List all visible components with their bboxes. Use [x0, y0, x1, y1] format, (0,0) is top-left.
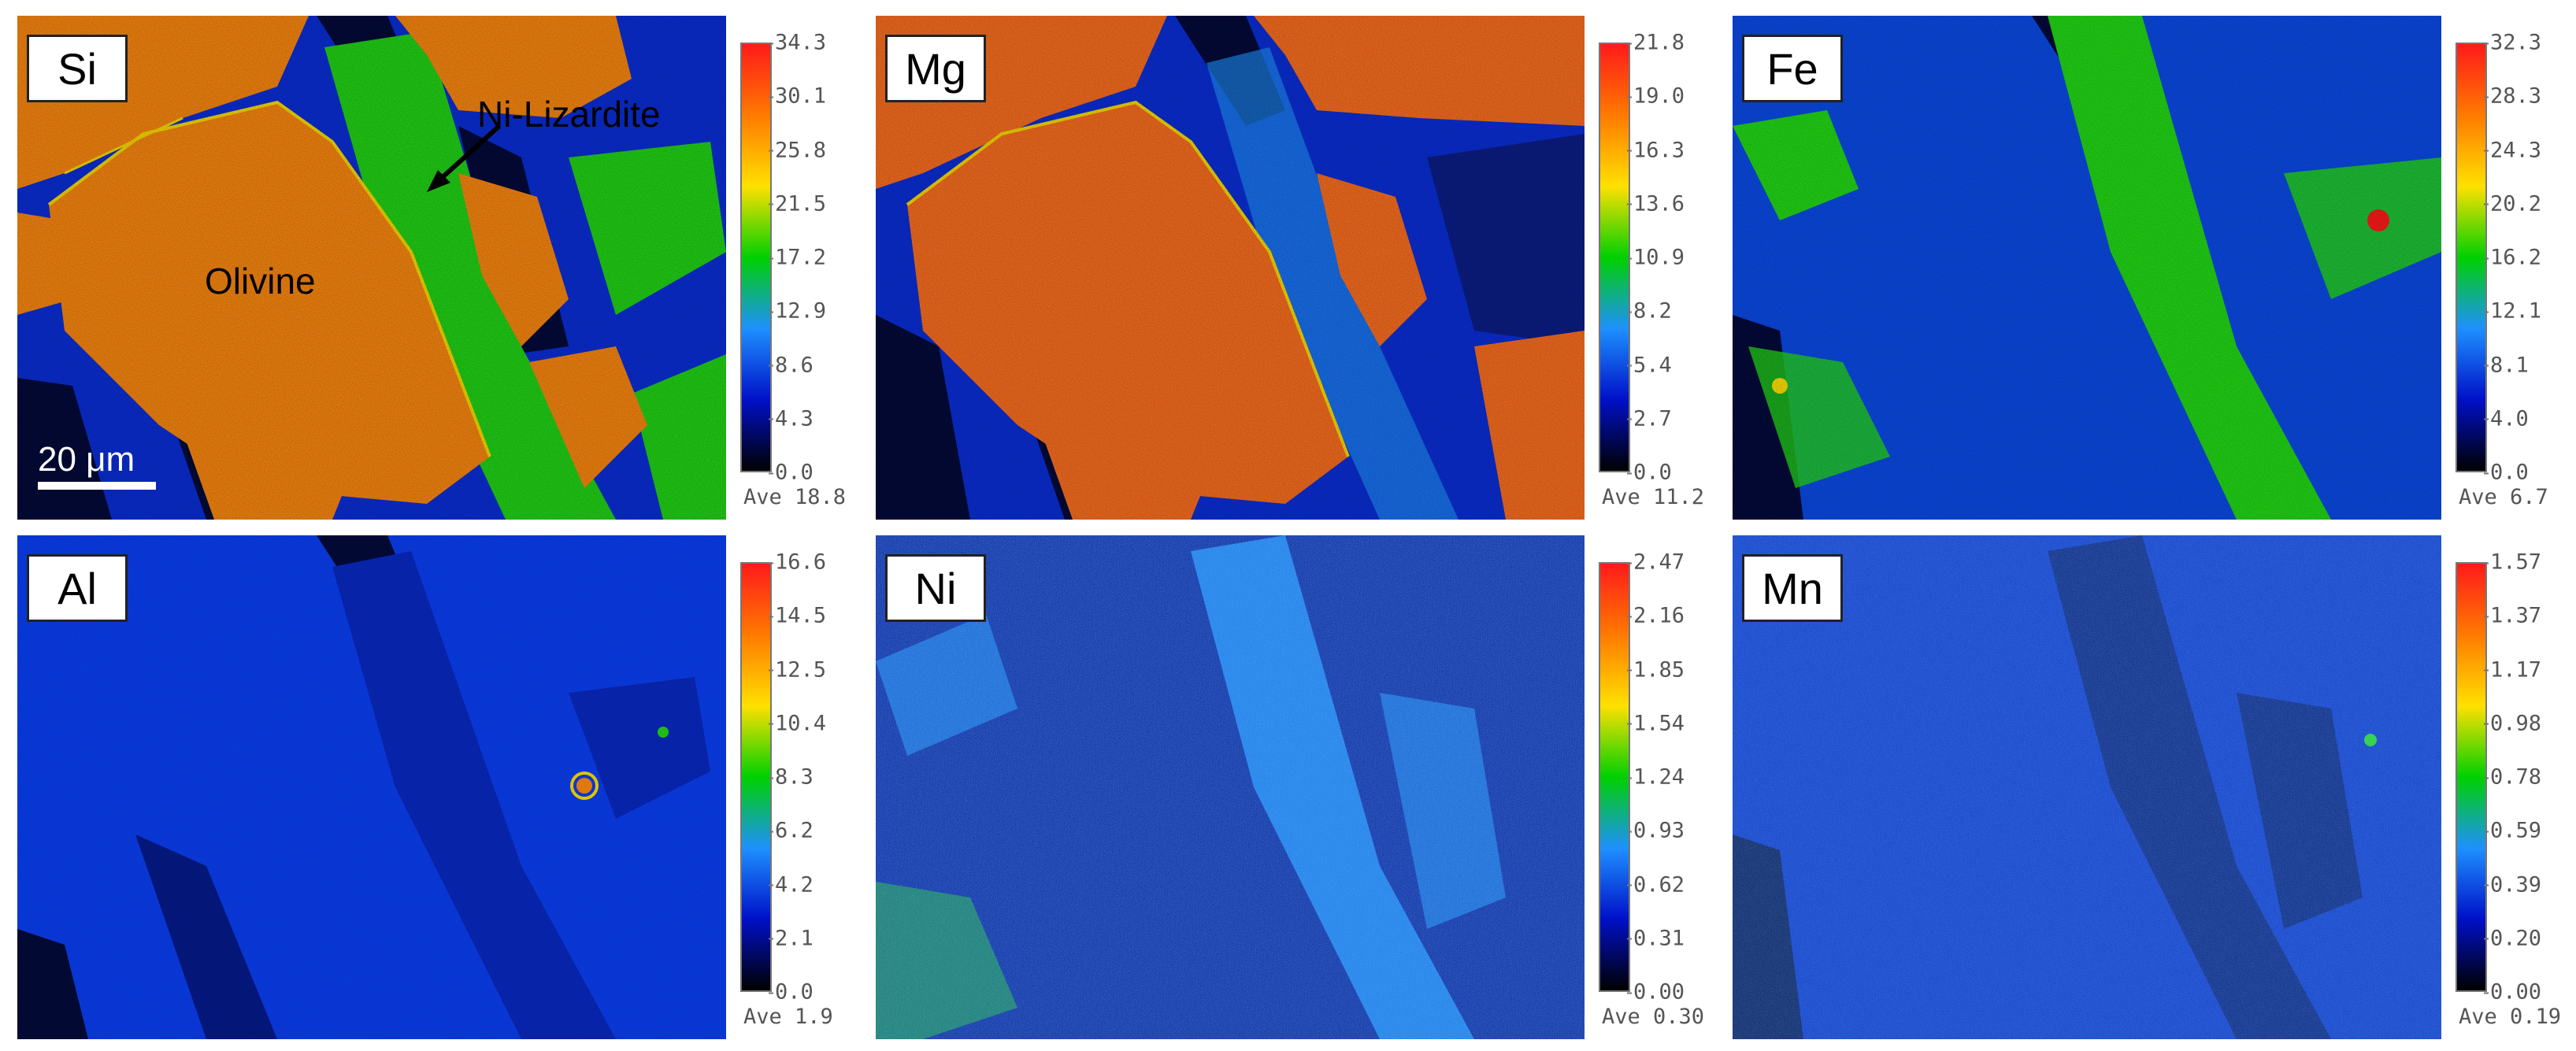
map-panel-si: Si Olivine Ni-Lizardite 20 μm 34.3 30.1 … — [17, 16, 852, 520]
colorbar-tick: 24.3 — [2483, 138, 2542, 162]
colorbar-tick: 0.0 — [769, 460, 814, 485]
average-value: Ave 6.7 — [2459, 485, 2548, 509]
element-label: Si — [27, 35, 128, 102]
colorbar-ticks: 1.57 1.37 1.17 0.98 0.78 0.59 0.39 0.20 … — [2483, 552, 2566, 1003]
average-value: Ave 1.9 — [743, 1005, 833, 1029]
element-label: Mn — [1742, 554, 1843, 622]
colorbar — [2456, 562, 2487, 992]
colorbar-tick: 0.39 — [2483, 872, 2542, 897]
map-panel-mg: Mg 21.8 19.0 16.3 13.6 10.9 8.2 5.4 2.7 … — [876, 16, 1711, 520]
olivine-label: Olivine — [205, 261, 316, 302]
colorbar-ticks: 16.6 14.5 12.5 10.4 8.3 6.2 4.2 2.1 0.0 — [768, 552, 851, 1003]
lizardite-label: Ni-Lizardite — [477, 94, 661, 135]
colorbar-tick: 30.1 — [768, 83, 827, 109]
element-label: Mg — [885, 35, 986, 102]
colorbar-tick: 34.3 — [768, 30, 827, 55]
scalebar-label: 20 μm — [38, 440, 135, 479]
colorbar-tick: 0.0 — [769, 979, 814, 1005]
colorbar-tick: 1.17 — [2483, 657, 2542, 682]
colorbar-tick: 10.4 — [768, 711, 827, 736]
colorbar-tick: 0.93 — [1626, 818, 1685, 843]
colorbar — [1599, 562, 1630, 992]
colorbar-tick: 13.6 — [1626, 191, 1685, 216]
colorbar-ticks: 32.3 28.3 24.3 20.2 16.2 12.1 8.1 4.0 0.… — [2483, 32, 2566, 483]
colorbar-tick: 2.16 — [1626, 603, 1685, 628]
colorbar — [740, 562, 772, 992]
elemental-map-ni — [876, 535, 1585, 1039]
colorbar — [1599, 43, 1630, 472]
colorbar-tick: 12.1 — [2483, 298, 2542, 324]
colorbar-tick: 1.85 — [1626, 657, 1685, 682]
colorbar — [740, 43, 772, 472]
colorbar-tick: 12.5 — [768, 657, 827, 682]
colorbar-tick: 16.3 — [1626, 138, 1685, 162]
map-panel-ni: Ni 2.47 2.16 1.85 1.54 1.24 0.93 0.62 0.… — [876, 535, 1711, 1039]
colorbar-tick: 1.57 — [2483, 550, 2542, 575]
colorbar-tick: 8.6 — [769, 353, 814, 377]
scalebar — [38, 482, 156, 490]
colorbar-tick: 14.5 — [768, 603, 827, 628]
colorbar-tick: 0.20 — [2483, 926, 2542, 951]
colorbar-tick: 0.31 — [1626, 926, 1685, 951]
colorbar-tick: 0.98 — [2483, 711, 2542, 736]
colorbar-tick: 28.3 — [2483, 83, 2542, 109]
colorbar-tick: 10.9 — [1626, 245, 1685, 270]
element-label: Ni — [885, 554, 986, 622]
colorbar-tick: 20.2 — [2483, 191, 2542, 216]
colorbar-tick: 0.78 — [2483, 764, 2542, 790]
colorbar-tick: 25.8 — [768, 138, 827, 162]
colorbar-tick: 4.0 — [2484, 406, 2529, 431]
colorbar-tick: 2.7 — [1627, 406, 1672, 431]
colorbar-ticks: 2.47 2.16 1.85 1.54 1.24 0.93 0.62 0.31 … — [1626, 552, 1709, 1003]
colorbar-tick: 1.37 — [2483, 603, 2542, 628]
colorbar-tick: 4.2 — [769, 872, 814, 897]
colorbar-tick: 8.1 — [2484, 353, 2529, 377]
elemental-map-mn — [1733, 535, 2441, 1039]
colorbar-tick: 0.59 — [2483, 818, 2542, 843]
elemental-map-al — [17, 535, 726, 1039]
colorbar-tick: 12.9 — [768, 298, 827, 324]
element-label: Fe — [1742, 35, 1843, 102]
colorbar-tick: 32.3 — [2483, 30, 2542, 55]
colorbar-tick: 16.6 — [768, 550, 827, 575]
colorbar-tick: 0.0 — [1627, 460, 1672, 485]
colorbar-tick: 2.47 — [1626, 550, 1685, 575]
colorbar-tick: 4.3 — [769, 406, 814, 431]
colorbar-tick: 21.8 — [1626, 30, 1685, 55]
element-label: Al — [27, 554, 128, 622]
colorbar-ticks: 21.8 19.0 16.3 13.6 10.9 8.2 5.4 2.7 0.0 — [1626, 32, 1709, 483]
colorbar-tick: 2.1 — [769, 926, 814, 951]
colorbar-tick: 16.2 — [2483, 245, 2542, 270]
colorbar-tick: 5.4 — [1627, 353, 1672, 377]
map-panel-fe: Fe 32.3 28.3 24.3 20.2 16.2 12.1 8.1 4.0… — [1733, 16, 2567, 520]
colorbar-tick: 0.00 — [1626, 979, 1685, 1005]
colorbar-tick: 17.2 — [768, 245, 827, 270]
colorbar-tick: 8.3 — [769, 764, 814, 790]
average-value: Ave 0.19 — [2459, 1005, 2562, 1029]
colorbar-tick: 19.0 — [1626, 83, 1685, 109]
colorbar-tick: 21.5 — [768, 191, 827, 216]
colorbar-tick: 0.62 — [1626, 872, 1685, 897]
colorbar-tick: 1.54 — [1626, 711, 1685, 736]
map-panel-mn: Mn 1.57 1.37 1.17 0.98 0.78 0.59 0.39 0.… — [1733, 535, 2567, 1039]
average-value: Ave 11.2 — [1602, 485, 1705, 509]
colorbar-ticks: 34.3 30.1 25.8 21.5 17.2 12.9 8.6 4.3 0.… — [768, 32, 851, 483]
colorbar-tick: 8.2 — [1627, 298, 1672, 324]
colorbar-tick: 1.24 — [1626, 764, 1685, 790]
map-panel-al: Al 16.6 14.5 12.5 10.4 8.3 6.2 4.2 2.1 0… — [17, 535, 852, 1039]
elemental-map-mg — [876, 16, 1585, 520]
average-value: Ave 0.30 — [1602, 1005, 1705, 1029]
colorbar-tick: 0.00 — [2483, 979, 2542, 1005]
elemental-map-fe — [1733, 16, 2441, 520]
colorbar-tick: 0.0 — [2484, 460, 2529, 485]
colorbar-tick: 6.2 — [769, 818, 814, 843]
colorbar — [2456, 43, 2487, 472]
average-value: Ave 18.8 — [743, 485, 847, 509]
